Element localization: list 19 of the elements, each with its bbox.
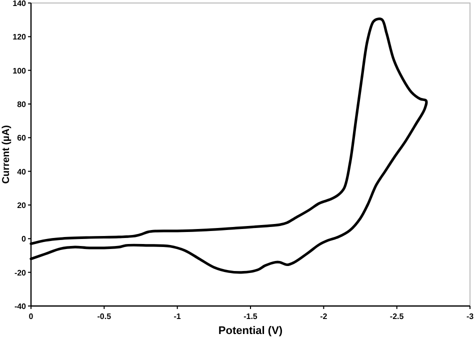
- x-tick-label: -3: [466, 312, 474, 321]
- y-tick-label: 60: [17, 134, 27, 143]
- x-tick-label: -1.5: [244, 312, 258, 321]
- x-tick-label: -0.5: [97, 312, 112, 321]
- x-tick-label: -1: [174, 312, 182, 321]
- y-tick-label: 120: [12, 32, 27, 42]
- y-tick-label: -40: [14, 302, 27, 311]
- y-tick-label: 40: [17, 167, 27, 176]
- x-axis-title: Potential (V): [218, 325, 283, 337]
- y-tick-label: 80: [17, 100, 27, 109]
- y-axis-title: Current (µA): [1, 125, 12, 184]
- y-tick-label: -20: [14, 268, 27, 278]
- x-tick-label: 0: [28, 312, 34, 321]
- y-tick-label: 20: [17, 201, 27, 210]
- x-tick-label: -2.5: [390, 312, 404, 321]
- y-tick-label: 140: [12, 0, 27, 8]
- y-tick-label: 100: [12, 66, 27, 76]
- x-tick-label: -2: [320, 312, 328, 321]
- y-tick-label: 0: [22, 234, 27, 244]
